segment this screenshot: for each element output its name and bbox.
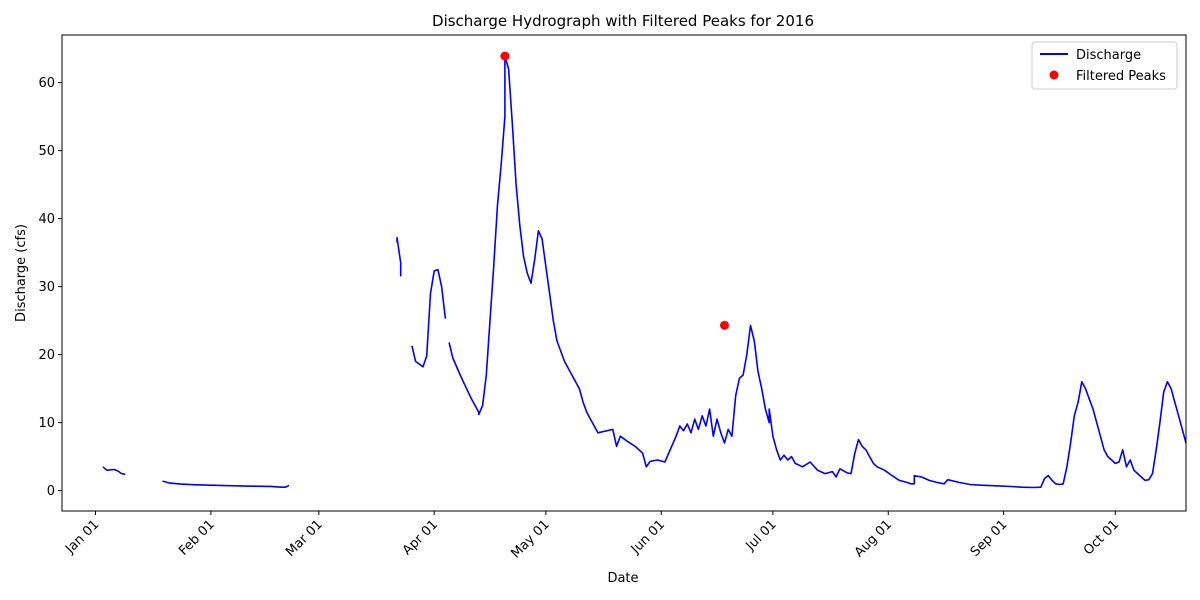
discharge-line-segment [162, 480, 290, 488]
y-tick-label: 60 [38, 76, 55, 91]
chart-title: Discharge Hydrograph with Filtered Peaks… [432, 12, 814, 30]
y-tick-label: 40 [38, 212, 55, 227]
discharge-line-segment [396, 236, 402, 277]
legend-discharge-label: Discharge [1076, 48, 1141, 63]
filtered-peak-point [500, 51, 510, 61]
y-tick-label: 30 [38, 280, 55, 295]
legend: Discharge Filtered Peaks [1031, 41, 1178, 90]
y-tick-label: 10 [38, 416, 55, 431]
y-axis: 0 10 20 30 40 50 60 [38, 76, 62, 499]
y-tick-label: 20 [38, 348, 55, 363]
axes-frame [61, 34, 1187, 512]
discharge-line-segment [448, 55, 1187, 489]
discharge-line-segment [411, 268, 447, 368]
y-axis-label: Discharge (cfs) [14, 224, 29, 322]
y-tick-label: 0 [47, 484, 55, 499]
legend-peaks-swatch [1049, 70, 1059, 80]
x-axis-label: Date [607, 571, 638, 586]
filtered-peak-point [719, 320, 729, 330]
discharge-line-segment [102, 466, 126, 476]
legend-box [1031, 41, 1178, 90]
legend-peaks-label: Filtered Peaks [1076, 69, 1166, 84]
y-tick-label: 50 [38, 144, 55, 159]
plot-area [102, 51, 1187, 489]
